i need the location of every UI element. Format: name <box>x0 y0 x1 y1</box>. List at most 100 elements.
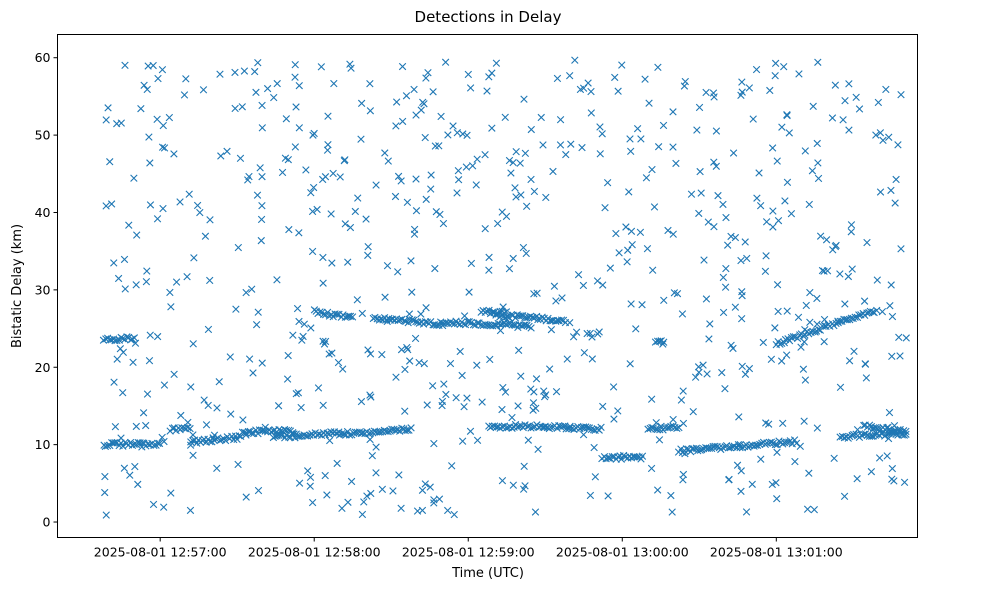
detection-point <box>366 350 375 358</box>
detection-point <box>422 74 430 82</box>
detection-point <box>412 111 420 119</box>
detection-point <box>213 404 221 412</box>
detection-point <box>398 117 407 126</box>
detection-point <box>274 402 283 410</box>
detection-point <box>721 385 729 393</box>
detection-point <box>189 340 197 348</box>
detection-point <box>532 375 541 383</box>
detection-point <box>498 208 506 216</box>
detection-point <box>449 122 457 130</box>
detection-point <box>137 104 145 113</box>
detection-point <box>885 426 893 434</box>
detection-point <box>392 98 401 106</box>
detection-point <box>187 383 195 391</box>
detection-point <box>153 215 162 223</box>
detection-point <box>627 227 636 235</box>
detection-point <box>230 435 238 444</box>
detection-point <box>383 317 391 326</box>
detection-point <box>217 152 225 160</box>
detection-point <box>840 492 849 500</box>
detection-point <box>189 451 197 459</box>
detection-point <box>696 167 704 176</box>
detection-point <box>247 429 256 437</box>
detection-point <box>187 438 195 446</box>
detection-point <box>682 445 691 453</box>
detection-point <box>664 226 672 235</box>
detection-point <box>738 291 746 300</box>
detection-point <box>190 254 198 262</box>
detection-point <box>897 91 905 99</box>
detection-point <box>795 70 803 78</box>
detection-point <box>628 241 636 249</box>
detection-point <box>519 243 528 252</box>
detection-point <box>874 425 883 433</box>
detection-point <box>139 409 148 417</box>
x-tick-label: 2025-08-01 13:00:00 <box>556 545 689 560</box>
detection-point <box>615 249 623 257</box>
detection-point <box>850 430 858 439</box>
detection-point <box>293 304 302 313</box>
detection-point <box>876 129 885 137</box>
detection-point <box>679 476 687 484</box>
detection-point <box>537 113 545 122</box>
detection-point <box>667 422 675 431</box>
detection-point <box>401 407 409 415</box>
detection-point <box>612 229 620 238</box>
detection-point <box>670 289 679 297</box>
detection-point <box>756 202 765 210</box>
detection-point <box>468 162 477 170</box>
y-tick-label: 40 <box>35 205 51 220</box>
detection-point <box>552 387 561 396</box>
detection-point <box>571 56 579 64</box>
detection-point <box>261 423 269 432</box>
detection-point <box>419 98 427 106</box>
detection-point <box>440 380 448 388</box>
detection-point <box>454 167 463 175</box>
detection-point <box>317 63 326 71</box>
detection-point <box>381 149 389 157</box>
detection-point <box>853 426 862 434</box>
detection-point <box>113 120 121 128</box>
detection-point <box>501 113 509 122</box>
detection-point <box>407 257 415 265</box>
detection-point <box>787 209 796 218</box>
detection-point <box>785 129 793 137</box>
detection-point <box>333 459 341 468</box>
detection-point <box>327 210 335 218</box>
detection-point <box>245 172 253 181</box>
detection-point <box>348 313 357 321</box>
detection-point <box>757 455 765 463</box>
detection-point <box>512 193 520 201</box>
detection-point <box>155 439 164 448</box>
detection-point <box>364 346 372 354</box>
detection-point <box>158 65 167 74</box>
detection-point <box>363 492 371 500</box>
detection-point <box>281 154 290 162</box>
detection-point <box>737 487 745 496</box>
detection-point <box>435 495 444 503</box>
detection-point <box>700 256 708 264</box>
detection-point <box>357 99 366 108</box>
detection-point <box>562 150 570 159</box>
detection-point <box>869 432 877 440</box>
detection-point <box>790 436 799 444</box>
detection-point <box>358 309 366 318</box>
detection-point <box>303 467 312 475</box>
detection-point <box>805 469 813 477</box>
detection-point <box>655 436 664 444</box>
detection-point <box>839 116 847 124</box>
detection-point <box>463 394 471 402</box>
detection-point <box>579 281 588 290</box>
detection-point <box>273 79 281 88</box>
detection-point <box>258 172 266 181</box>
detection-point <box>389 487 397 495</box>
y-tick-label: 20 <box>35 360 51 375</box>
detection-point <box>534 315 542 324</box>
detection-point <box>522 249 530 258</box>
detection-point <box>289 331 297 339</box>
detection-point <box>324 112 332 120</box>
detection-point <box>725 476 733 484</box>
detection-point <box>129 358 137 367</box>
detection-point <box>741 238 749 246</box>
detection-point <box>460 312 469 320</box>
